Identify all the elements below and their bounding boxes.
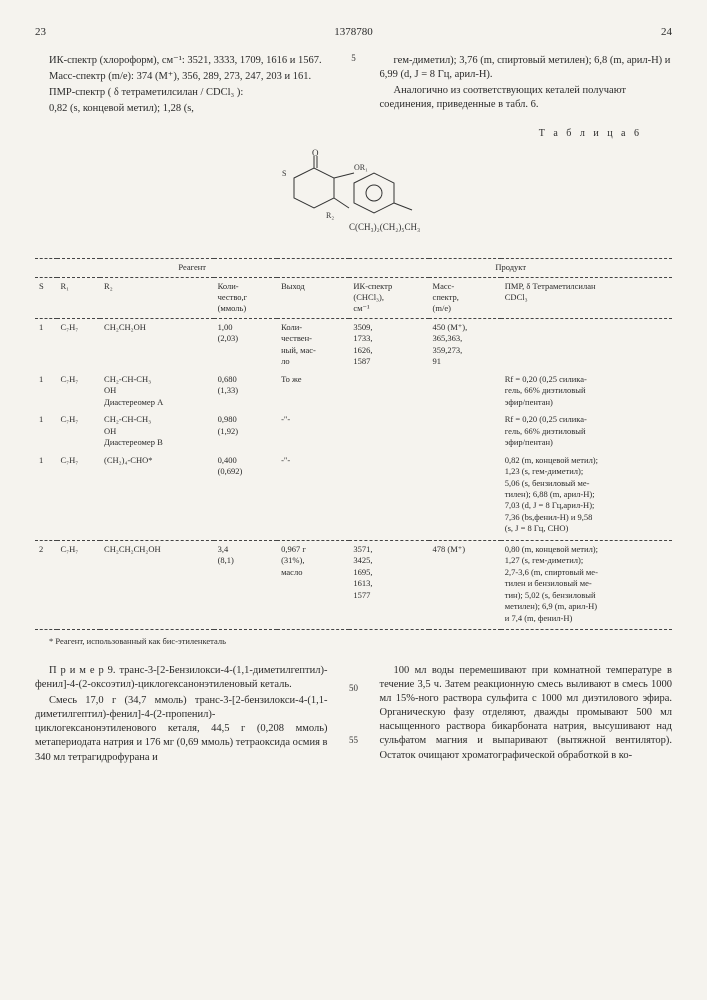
svg-text:R₂: R₂ xyxy=(326,211,334,220)
th-yield: Выход xyxy=(277,277,349,318)
table-row: 1C₇H₇CH₂CH₂OH1,00 (2,03)Коли- чествен- н… xyxy=(35,318,672,370)
cell-ms xyxy=(429,411,501,451)
cell-r1: C₇H₇ xyxy=(57,411,101,451)
cell-pmr xyxy=(501,318,672,370)
page-left: 23 xyxy=(35,25,46,40)
cell-r1: C₇H₇ xyxy=(57,540,101,627)
cell-s: 1 xyxy=(35,318,57,370)
page-right: 24 xyxy=(661,25,672,40)
cell-ms xyxy=(429,371,501,411)
th-qty: Коли- чество,г (ммоль) xyxy=(214,277,278,318)
cell-pmr: Rf = 0,20 (0,25 силика- гель, 66% диэтил… xyxy=(501,411,672,451)
cell-qty: 0,400 (0,692) xyxy=(214,452,278,538)
cell-yield: Коли- чествен- ный, мас- ло xyxy=(277,318,349,370)
top-left-col: ИК-спектр (хлороформ), см⁻¹: 3521, 3333,… xyxy=(35,52,328,119)
th-reagent: Реагент xyxy=(35,259,349,277)
cell-ms xyxy=(429,452,501,538)
cell-pmr: 0,82 (m, концевой метил); 1,23 (s, гем-д… xyxy=(501,452,672,538)
data-table: Реагент Продукт S R₁ R₂ Коли- чество,г (… xyxy=(35,258,672,630)
svg-text:S: S xyxy=(282,169,286,178)
cell-yield: -"- xyxy=(277,452,349,538)
cell-pmr: 0,80 (m, концевой метил); 1,27 (s, гем-д… xyxy=(501,540,672,627)
svg-text:OR₁: OR₁ xyxy=(354,163,368,172)
th-r1: R₁ xyxy=(57,277,101,318)
pmr-start: 0,82 (s, концевой метил); 1,28 (s, xyxy=(35,102,328,116)
top-right-col: гем-диметил); 3,76 (m, спиртовый метилен… xyxy=(380,52,673,119)
cell-pmr: Rf = 0,20 (0,25 силика- гель, 66% диэтил… xyxy=(501,371,672,411)
mass-spectrum: Масс-спектр (m/e): 374 (M⁺), 356, 289, 2… xyxy=(35,70,328,84)
cell-yield: То же xyxy=(277,371,349,411)
analogous-text: Аналогично из соответствующих кеталей по… xyxy=(380,84,673,112)
cell-yield: 0,967 г (31%), масло xyxy=(277,540,349,627)
cell-s: 1 xyxy=(35,371,57,411)
chemical-structure: O S OR₁ R₂ C(CH₃)₂(CH₂)₅CH₃ xyxy=(35,148,672,248)
th-r2: R₂ xyxy=(100,277,214,318)
cell-yield: -"- xyxy=(277,411,349,451)
line-marker-50: 50 xyxy=(348,682,360,694)
page-header: 23 1378780 24 xyxy=(35,25,672,40)
pmr-cont: гем-диметил); 3,76 (m, спиртовый метилен… xyxy=(380,54,673,82)
cell-r1: C₇H₇ xyxy=(57,452,101,538)
cell-ir xyxy=(349,411,428,451)
line-marker-55: 55 xyxy=(348,734,360,746)
ir-spectrum: ИК-спектр (хлороформ), см⁻¹: 3521, 3333,… xyxy=(35,54,328,68)
bottom-left-col: П р и м е р 9. транс-3-[2-Бензилокси-4-(… xyxy=(35,662,328,767)
cell-qty: 1,00 (2,03) xyxy=(214,318,278,370)
cell-ir xyxy=(349,371,428,411)
th-pmr: ПМР, δ Тетраметилсилан CDCl₃ xyxy=(501,277,672,318)
cell-r2: (CH₂)₄-CHO* xyxy=(100,452,214,538)
cell-s: 2 xyxy=(35,540,57,627)
cell-r1: C₇H₇ xyxy=(57,371,101,411)
cell-ir: 3571, 3425, 1695, 1613, 1577 xyxy=(349,540,428,627)
table-row: 2C₇H₇CH₂CH₂CH₂OH3,4 (8,1)0,967 г (31%), … xyxy=(35,540,672,627)
example-9-title: П р и м е р 9. транс-3-[2-Бензилокси-4-(… xyxy=(35,664,328,692)
top-columns: ИК-спектр (хлороформ), см⁻¹: 3521, 3333,… xyxy=(35,52,672,119)
page-center: 1378780 xyxy=(334,25,373,40)
th-s: S xyxy=(35,277,57,318)
bottom-right-col: 100 мл воды перемешивают при комнатной т… xyxy=(380,662,673,767)
svg-text:O: O xyxy=(312,148,319,158)
cell-r2: CH₂-CH-CH₃ OH Диастереомер A xyxy=(100,371,214,411)
cell-r2: CH₂CH₂CH₂OH xyxy=(100,540,214,627)
pmr-label: ПМР-спектр ( δ тетраметилсилан / CDCl₃ )… xyxy=(35,86,328,100)
table-footnote: * Реагент, использованный как бис-этилен… xyxy=(49,636,672,647)
structure-substituent: C(CH₃)₂(CH₂)₅CH₃ xyxy=(349,222,420,232)
th-ir: ИК-спектр (CHCl₃), см⁻¹ xyxy=(349,277,428,318)
example-9-cont: 100 мл воды перемешивают при комнатной т… xyxy=(380,664,673,763)
cell-s: 1 xyxy=(35,411,57,451)
cell-qty: 0,980 (1,92) xyxy=(214,411,278,451)
th-ms: Масс- спектр, (m/e) xyxy=(429,277,501,318)
table-caption: Т а б л и ц а 6 xyxy=(35,127,642,141)
cell-ir xyxy=(349,452,428,538)
example-9-body: Смесь 17,0 г (34,7 ммоль) транс-3-[2-бен… xyxy=(35,694,328,765)
table-row: 1C₇H₇CH₂-CH-CH₃ OH Диастереомер A0,680 (… xyxy=(35,371,672,411)
cell-qty: 3,4 (8,1) xyxy=(214,540,278,627)
cell-ms: 450 (M⁺), 365,363, 359,273, 91 xyxy=(429,318,501,370)
th-product: Продукт xyxy=(349,259,672,277)
table-row: 1C₇H₇CH₂-CH-CH₃ OH Диастереомер B0,980 (… xyxy=(35,411,672,451)
cell-ir: 3509, 1733, 1626, 1587 xyxy=(349,318,428,370)
cell-qty: 0,680 (1,33) xyxy=(214,371,278,411)
line-marker-5: 5 xyxy=(348,52,360,119)
table-row: 1C₇H₇(CH₂)₄-CHO*0,400 (0,692)-"- 0,82 (m,… xyxy=(35,452,672,538)
line-markers: 50 55 xyxy=(348,662,360,767)
cell-r2: CH₂CH₂OH xyxy=(100,318,214,370)
cell-r1: C₇H₇ xyxy=(57,318,101,370)
cell-r2: CH₂-CH-CH₃ OH Диастереомер B xyxy=(100,411,214,451)
bottom-columns: П р и м е р 9. транс-3-[2-Бензилокси-4-(… xyxy=(35,662,672,767)
cell-s: 1 xyxy=(35,452,57,538)
cell-ms: 478 (M⁺) xyxy=(429,540,501,627)
